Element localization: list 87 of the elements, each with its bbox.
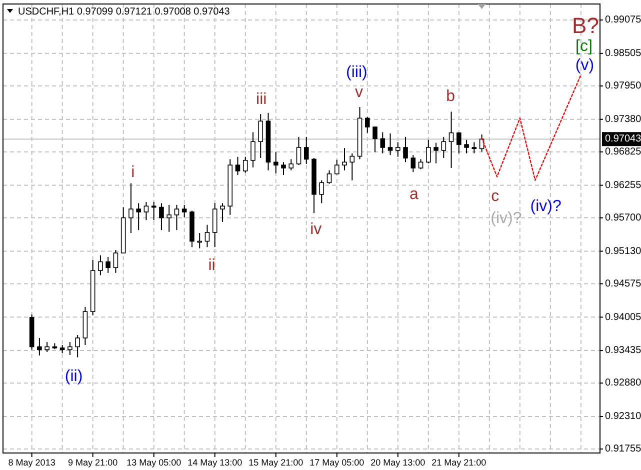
candlestick <box>220 202 225 222</box>
annotation: (iv)? <box>530 198 562 216</box>
candlestick <box>166 204 172 232</box>
y-tick-label: 0.99075 <box>605 14 641 26</box>
candlestick <box>174 204 180 231</box>
y-tick-label: 0.98505 <box>605 48 641 60</box>
annotation: b <box>446 88 456 106</box>
chart-title: USDCHF,H1 0.97099 0.97121 0.97008 0.97043 <box>18 6 230 18</box>
candlestick <box>441 136 446 159</box>
candlestick <box>456 132 462 154</box>
y-tick-label: 0.95700 <box>605 212 641 224</box>
y-tick-label: 0.94575 <box>605 278 641 290</box>
x-tick-label: 15 May 21:00 <box>248 457 304 468</box>
annotation: c <box>491 188 500 206</box>
candlestick <box>98 254 103 276</box>
candlestick <box>182 204 187 218</box>
ref-line-label: 0.97043 <box>605 134 641 145</box>
candlestick <box>350 152 355 181</box>
candlestick <box>388 132 393 156</box>
annotation: v <box>354 84 363 102</box>
y-tick-label: 0.97380 <box>605 114 641 125</box>
candlestick <box>403 136 408 163</box>
candlestick <box>281 162 286 176</box>
annotation: a <box>409 186 418 204</box>
candlestick <box>113 250 118 274</box>
candlestick <box>37 337 42 356</box>
annotation: (ii) <box>64 368 83 386</box>
candlestick <box>395 142 400 158</box>
candlestick <box>242 156 248 174</box>
candlestick <box>106 256 110 274</box>
y-tick-label: 0.96825 <box>605 146 641 158</box>
candlestick <box>296 136 302 166</box>
candlestick <box>68 342 72 356</box>
annotation: ii <box>208 257 216 274</box>
candlestick <box>258 114 264 159</box>
candlestick <box>75 334 80 358</box>
candlestick <box>151 201 156 221</box>
annotation: (iii) <box>346 64 368 82</box>
candlestick <box>342 148 347 171</box>
candlestick <box>159 202 164 231</box>
candlestick <box>250 132 256 168</box>
candlestick <box>144 201 149 221</box>
candlestick <box>204 224 210 248</box>
x-tick-label: 20 May 13:00 <box>370 457 426 468</box>
annotation: B? <box>572 12 599 38</box>
annotation: [c] <box>576 38 592 56</box>
candlestick <box>426 139 431 164</box>
y-tick-label: 0.95130 <box>605 246 641 257</box>
candlestick <box>448 111 454 168</box>
y-tick-label: 0.93435 <box>605 345 641 356</box>
annotation: (iv)? <box>490 210 522 228</box>
annotation: iii <box>256 91 267 108</box>
candlestick <box>410 154 416 173</box>
candlestick <box>212 202 218 248</box>
x-tick-label: 17 May 05:00 <box>310 457 364 468</box>
y-tick-label: 0.94005 <box>605 312 641 323</box>
candlestick <box>304 136 309 164</box>
candlestick <box>319 180 324 204</box>
y-tick-label: 0.96255 <box>605 180 641 191</box>
x-tick-label: 8 May 2013 <box>8 457 56 468</box>
candlestick <box>273 152 278 174</box>
y-tick-label: 0.92880 <box>605 378 641 389</box>
candlestick <box>472 142 477 154</box>
candlestick <box>44 342 50 353</box>
candlestick <box>380 132 386 154</box>
candlestick <box>235 156 240 176</box>
candlestick <box>326 170 332 184</box>
y-tick-label: 0.91755 <box>605 444 641 455</box>
x-tick-label: 9 May 21:00 <box>68 457 118 468</box>
y-tick-label: 0.92310 <box>605 411 641 422</box>
candlestick <box>334 159 340 175</box>
candlestick <box>434 142 438 164</box>
annotation: (v) <box>575 57 594 74</box>
annotation: iv <box>310 221 322 238</box>
candlestick <box>418 158 424 170</box>
y-tick-label: 0.97950 <box>605 80 641 92</box>
candlestick <box>197 232 202 249</box>
candlestick <box>128 182 134 234</box>
annotation: i <box>131 164 135 182</box>
candlestick <box>364 116 370 134</box>
x-tick-label: 21 May 21:00 <box>432 457 486 468</box>
candlestick <box>372 126 378 153</box>
candlestick <box>464 139 469 154</box>
candlestick <box>288 158 294 171</box>
x-tick-label: 13 May 05:00 <box>126 457 182 468</box>
x-tick-label: 14 May 13:00 <box>188 457 242 468</box>
candlestick <box>136 202 141 231</box>
